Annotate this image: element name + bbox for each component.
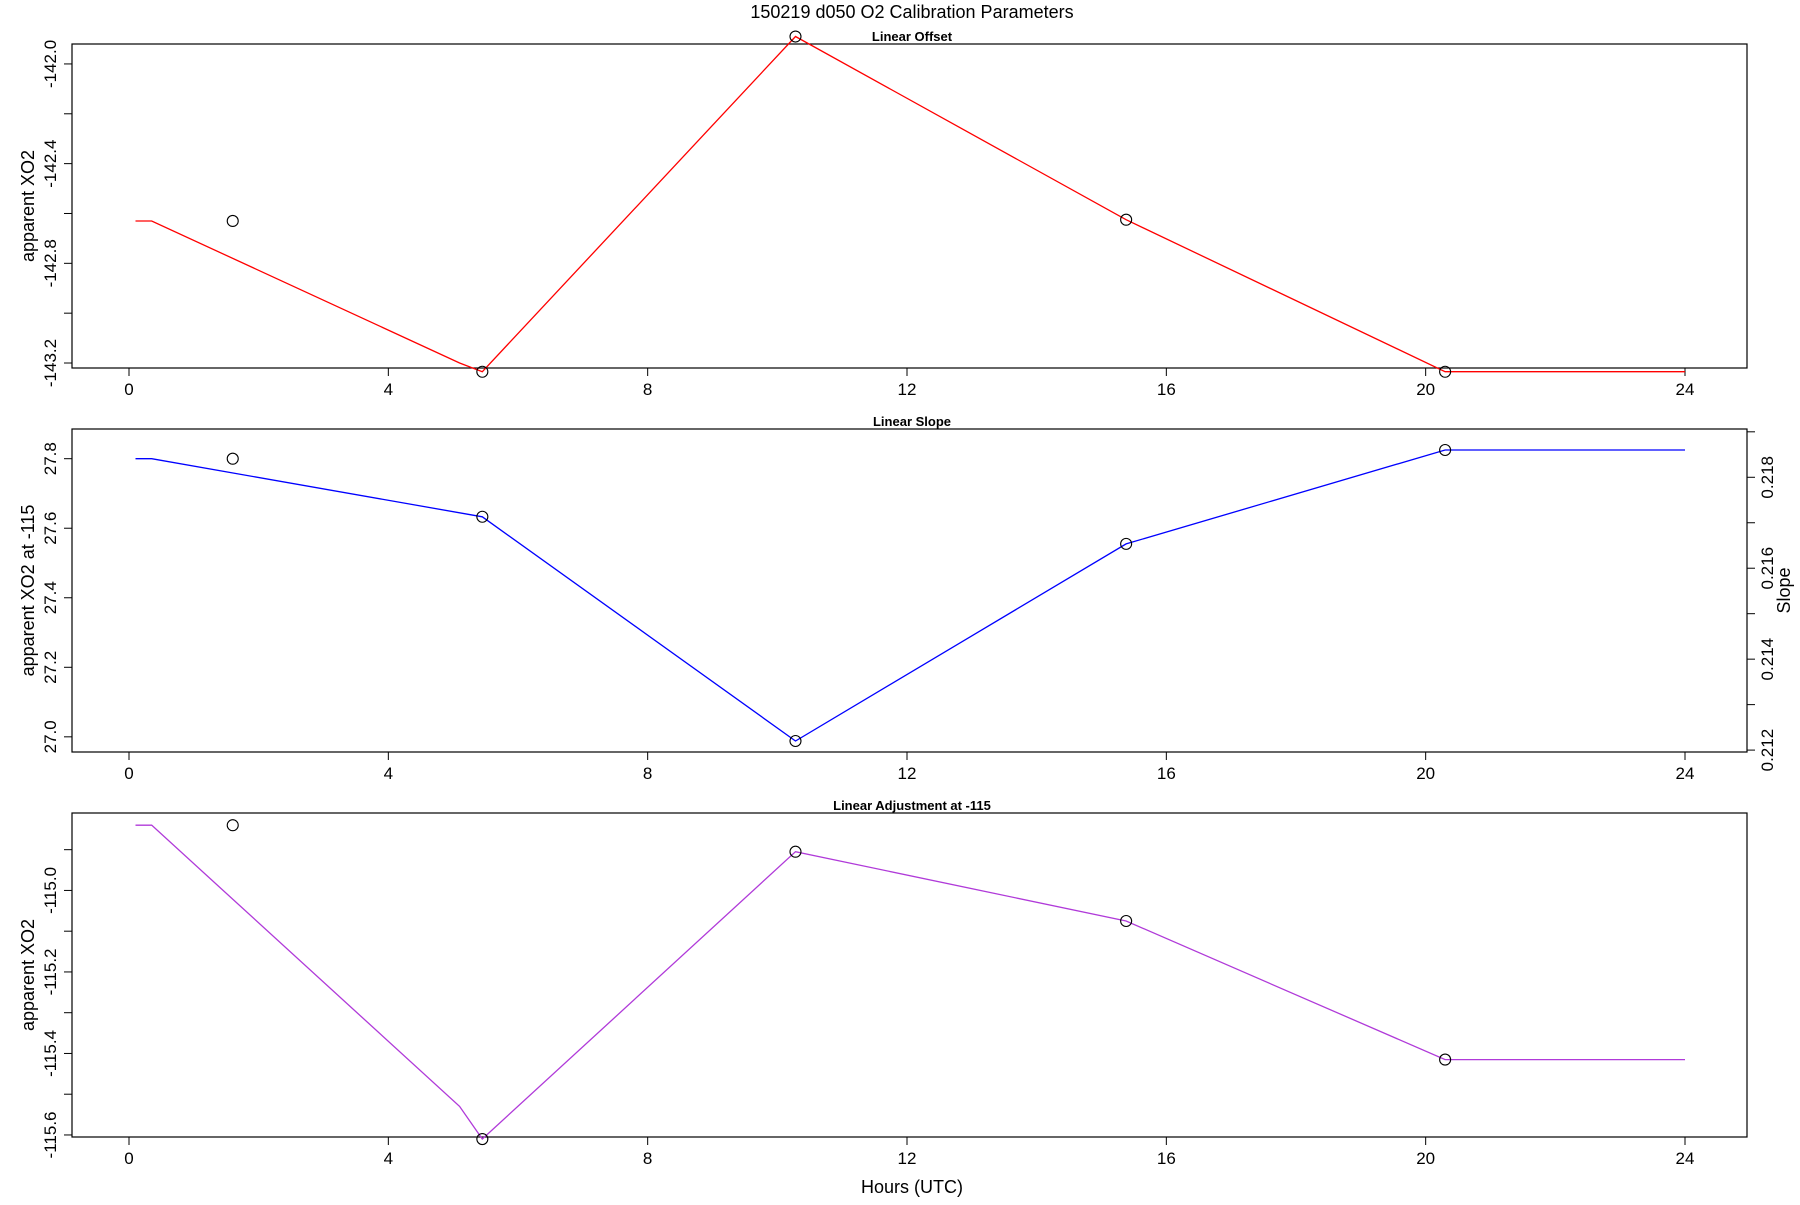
x-tick-label: 12	[898, 380, 917, 399]
x-tick-label: 12	[898, 1149, 917, 1168]
data-point	[1120, 213, 1133, 226]
x-tick-label: 8	[643, 380, 652, 399]
data-point	[476, 510, 489, 523]
x-tick-label: 0	[124, 764, 133, 783]
data-point	[476, 1132, 489, 1146]
y-tick-label: -115.6	[41, 1111, 60, 1158]
x-tick-label: 20	[1416, 764, 1435, 783]
plot-frame	[71, 428, 1748, 753]
y-tick-label: -115.4	[41, 1030, 60, 1077]
x-tick-label: 0	[124, 380, 133, 399]
panel-1: Linear Offset 0 4 8 12 16 20 24 -142.0 -142.4 -142…	[18, 29, 1748, 399]
y2-tick-label: 0.216	[1758, 547, 1777, 590]
panel-title: Linear Slope	[873, 414, 951, 429]
data-point	[789, 734, 802, 748]
series-line	[135, 824, 1685, 1140]
panel-2: Linear Slope 0 4 8 12 16 20 24 27.0 27.2 27.4 27.6 2…	[18, 414, 1794, 783]
y-tick-label: 27.8	[41, 442, 60, 475]
x-tick-label: 12	[898, 764, 917, 783]
y2-tick-label: 0.218	[1758, 456, 1777, 499]
x-tick-label: 4	[384, 380, 393, 399]
series-line	[135, 35, 1685, 373]
x-axis-label: Hours (UTC)	[861, 1177, 963, 1197]
plot-frame	[71, 812, 1748, 1138]
x-tick-label: 16	[1157, 380, 1176, 399]
x-tick-label: 4	[384, 764, 393, 783]
y-tick-label: -142.0	[41, 40, 60, 88]
data-point	[1439, 365, 1452, 378]
plot-frame	[71, 43, 1748, 369]
data-point	[1439, 443, 1452, 457]
y-tick-label: 27.4	[41, 581, 60, 614]
y2-axis-label: Slope	[1774, 567, 1794, 613]
x-tick-label: 8	[643, 764, 652, 783]
x-tick-label: 20	[1416, 380, 1435, 399]
data-point	[226, 214, 239, 228]
y-axis-label: apparent XO2	[18, 150, 38, 262]
y2-tick-label: 0.214	[1758, 638, 1777, 681]
x-tick-label: 24	[1676, 764, 1695, 783]
data-point	[226, 819, 239, 832]
x-tick-label: 24	[1676, 380, 1695, 399]
x-tick-label: 4	[384, 1149, 393, 1168]
data-point	[1120, 914, 1133, 928]
y-tick-label: 27.0	[41, 720, 60, 753]
data-point	[789, 30, 802, 43]
x-tick-label: 0	[124, 1149, 133, 1168]
series-line	[135, 449, 1685, 742]
data-point	[1120, 537, 1133, 550]
x-tick-label: 8	[643, 1149, 652, 1168]
figure-title: 150219 d050 O2 Calibration Parameters	[750, 2, 1073, 22]
y-tick-label: 27.6	[41, 512, 60, 545]
data-point	[1439, 1053, 1452, 1066]
panel-title: Linear Offset	[872, 29, 953, 44]
x-tick-label: 24	[1676, 1149, 1695, 1168]
data-point	[476, 365, 489, 378]
x-tick-label: 20	[1416, 1149, 1435, 1168]
y-tick-label: -142.4	[41, 140, 60, 188]
data-point	[226, 452, 239, 465]
data-point	[789, 845, 802, 858]
y-tick-label: -115.2	[41, 948, 60, 995]
panel-title: Linear Adjustment at -115	[833, 798, 991, 813]
y-tick-label: -142.8	[41, 239, 60, 287]
y-axis-label: apparent XO2 at -115	[18, 505, 38, 677]
x-tick-label: 16	[1157, 1149, 1176, 1168]
y-tick-label: 27.2	[41, 651, 60, 684]
panel-3: Linear Adjustment at -115 0 4 8 12 16 20 24 -115…	[18, 798, 1748, 1168]
y-tick-label: -143.2	[41, 339, 60, 387]
x-tick-label: 16	[1157, 764, 1176, 783]
y-axis-label: apparent XO2	[18, 919, 38, 1031]
y-tick-label: -115.0	[41, 867, 60, 914]
y2-tick-label: 0.212	[1758, 729, 1777, 772]
